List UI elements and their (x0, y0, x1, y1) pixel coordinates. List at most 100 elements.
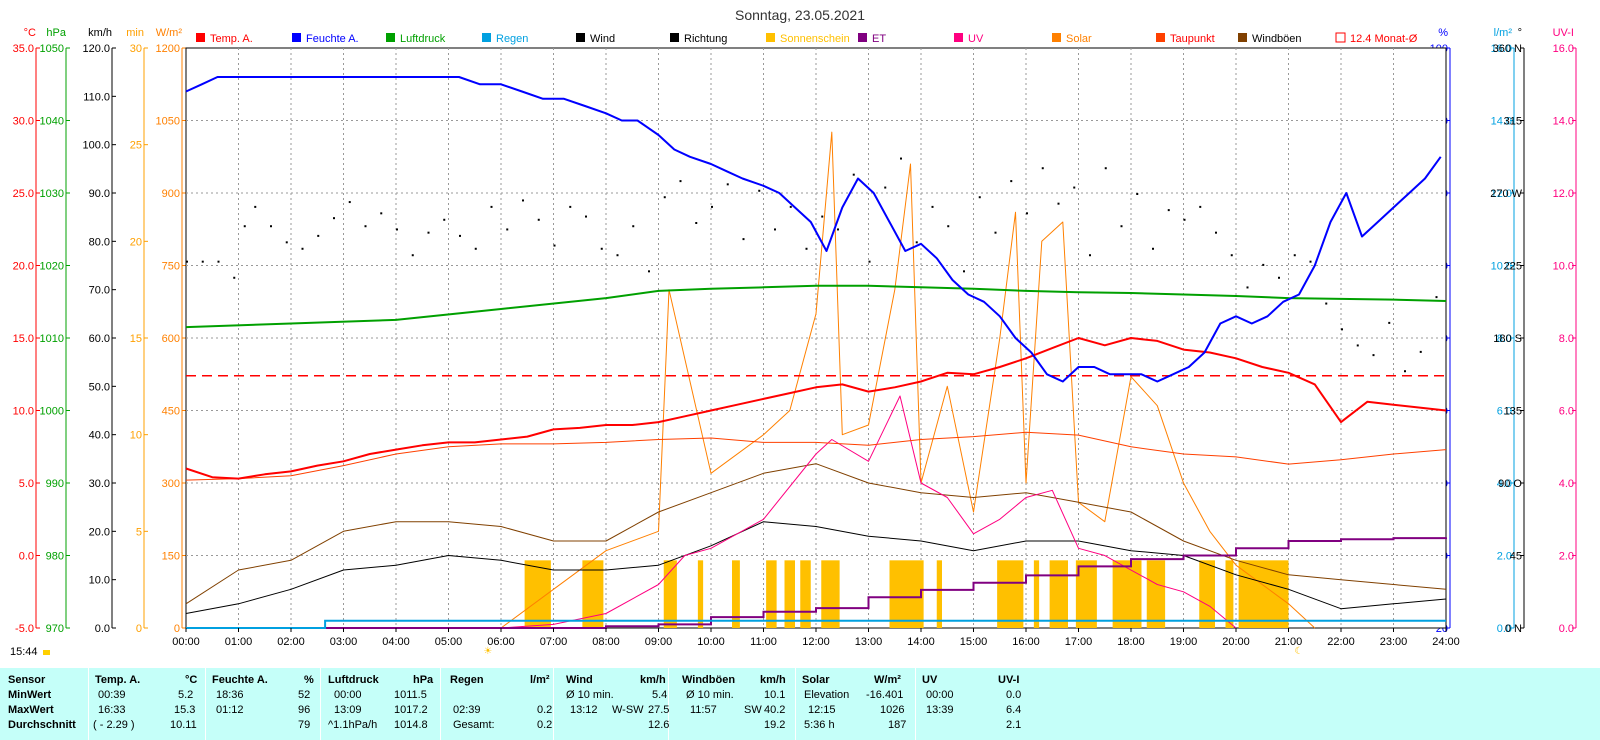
direction-point (994, 231, 997, 234)
direction-point (1073, 186, 1076, 189)
direction-point (1325, 302, 1328, 305)
sunshine-bar (1033, 560, 1040, 628)
pressure-avg-value: 1014.8 (394, 719, 428, 731)
direction-point (1419, 350, 1422, 353)
temp-min-time: 00:39 (98, 689, 126, 701)
humidity-max-time: 01:12 (216, 704, 244, 716)
direction-point (1041, 167, 1044, 170)
min-label: MinWert (8, 689, 52, 701)
legend-swatch (954, 33, 963, 42)
direction-point (1262, 263, 1265, 266)
x-axis-tick-label: 16:00 (1012, 636, 1040, 648)
axis-tick-label: 5.0 (19, 478, 34, 490)
axis-tick-label: 4.0 (1497, 478, 1512, 490)
sunshine-bar (766, 560, 777, 628)
wind-max-time: 13:12 (570, 704, 598, 716)
legend-swatch (292, 33, 301, 42)
direction-point (254, 205, 257, 208)
axis-tick-label: 180 S (1493, 333, 1522, 345)
gust-max-direction: SW (744, 704, 762, 716)
axis-tick-label: 12.0 (1491, 188, 1512, 200)
direction-point (600, 247, 603, 250)
sunshine-bar (821, 560, 840, 628)
sunshine-bar (800, 560, 811, 628)
direction-point (978, 196, 981, 199)
sunshine-bar (697, 560, 704, 628)
gust-max-value: 40.2 (764, 704, 786, 716)
axis-tick-label: 6.0 (1497, 406, 1512, 418)
sunshine-bar (1225, 560, 1234, 628)
direction-point (758, 189, 761, 192)
axis-unit-label: km/h (88, 27, 112, 39)
current-time: 15:44 (10, 646, 38, 658)
axis-tick-label: 10.0 (89, 575, 110, 587)
axis-tick-label: 980 (46, 551, 64, 563)
axis-tick-label: 90 O (1498, 478, 1522, 490)
wind-line (185, 521, 1447, 614)
direction-point (270, 225, 272, 228)
axis-tick-label: 14.0 (1491, 116, 1512, 128)
wind-max-value: 27.5 (648, 704, 670, 716)
sunshine-bar (732, 560, 740, 628)
wind-max-direction: W-SW (612, 704, 644, 716)
x-axis-tick-label: 02:00 (277, 636, 305, 648)
legend-label: Richtung (684, 33, 727, 45)
sunshine-bar (663, 560, 677, 628)
wind-avg-value: 12.6 (648, 719, 670, 731)
solar-avg-value: 187 (888, 719, 907, 731)
direction-point (1089, 254, 1091, 257)
axis-tick-label: 8.0 (1559, 333, 1574, 345)
direction-point (742, 238, 745, 241)
legend-swatch (858, 33, 867, 42)
axis-unit-label: % (1438, 27, 1448, 39)
direction-point (1309, 260, 1312, 263)
direction-point (1404, 370, 1406, 373)
temp-unit: °C (185, 674, 198, 686)
sunshine-duration: 5:36 h (804, 719, 835, 731)
legend-label: Luftdruck (400, 33, 446, 45)
wind-unit: km/h (640, 674, 666, 686)
axis-tick-label: 40.0 (89, 430, 110, 442)
rain-header: Regen (450, 674, 484, 686)
axis-tick-label: 0 (174, 623, 180, 635)
direction-point (632, 225, 635, 228)
direction-point (1026, 212, 1028, 215)
gust-header: Windböen (682, 674, 736, 686)
axis-unit-label: W/m² (156, 27, 183, 39)
direction-point (679, 180, 682, 183)
legend-label: ET (872, 33, 886, 45)
axis-tick-label: 10 (130, 430, 142, 442)
axis-unit-label: hPa (46, 27, 66, 39)
axis-tick-label: 150 (162, 551, 180, 563)
x-axis-tick-label: 13:00 (855, 636, 883, 648)
direction-point (1057, 202, 1060, 205)
uv-avg-value: 2.1 (1006, 719, 1022, 731)
direction-point (695, 222, 698, 224)
solar-elevation-value: -16.401 (866, 689, 904, 701)
axis-tick-label: 70.0 (89, 285, 110, 297)
direction-point (663, 196, 666, 199)
direction-point (1215, 231, 1217, 234)
direction-point (931, 205, 934, 208)
sun-marker-icon (42, 650, 50, 655)
chart-title: Sonntag, 23.05.2021 (735, 7, 865, 23)
uv-unit: UV-I (998, 674, 1020, 686)
direction-point (852, 173, 855, 176)
direction-point (726, 183, 729, 186)
solar-elevation-label: Elevation (804, 689, 850, 701)
humidity-unit: % (304, 674, 314, 686)
direction-point (1136, 193, 1139, 195)
pressure-min-time: 00:00 (334, 689, 362, 701)
direction-point (233, 276, 236, 279)
direction-point (443, 218, 446, 221)
sunshine-bar (1075, 560, 1097, 628)
direction-point (380, 212, 383, 215)
rain-unit: l/m² (530, 674, 550, 686)
x-axis-tick-label: 01:00 (225, 636, 253, 648)
x-axis-tick-label: 05:00 (435, 636, 463, 648)
rain-total-label: Gesamt: (453, 719, 495, 731)
direction-point (821, 215, 824, 218)
axis-tick-label: 0.0 (1497, 623, 1512, 635)
pressure-trend: ^1.1hPa/h (328, 719, 378, 731)
axis-tick-label: 2.0 (1559, 551, 1574, 563)
